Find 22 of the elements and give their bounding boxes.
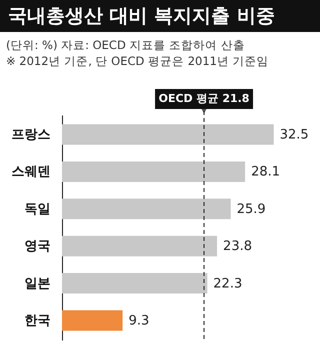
data-label: 9.3 bbox=[128, 313, 150, 328]
bar bbox=[62, 236, 218, 256]
data-label: 23.8 bbox=[223, 239, 252, 254]
y-tick-label: 일본 bbox=[24, 276, 50, 292]
chart-title: 국내총생산 대비 복지지출 비중 bbox=[0, 0, 320, 32]
data-label: 28.1 bbox=[251, 164, 280, 180]
ref-line-label: OECD 평균 21.8 bbox=[158, 92, 250, 105]
y-tick-label: 프랑스 bbox=[12, 128, 50, 143]
y-tick-label: 한국 bbox=[24, 313, 50, 328]
bar bbox=[62, 198, 231, 220]
data-label: 22.3 bbox=[213, 276, 242, 292]
y-tick-label: 스웨덴 bbox=[12, 164, 50, 180]
chart-subtitle: (단위: %) 자료: OECD 지표를 조합하여 산출 bbox=[5, 37, 246, 53]
data-label: 32.5 bbox=[280, 128, 309, 143]
data-label: 25.9 bbox=[236, 202, 266, 217]
y-tick-label: 독일 bbox=[24, 202, 50, 217]
bar bbox=[62, 273, 208, 294]
bar bbox=[62, 161, 246, 182]
text: ※ 2012년 기준, 단 OECD 평균은 2011년 기준임 bbox=[5, 53, 270, 69]
y-tick-label: 영국 bbox=[24, 239, 50, 254]
bar bbox=[62, 124, 274, 145]
bar bbox=[62, 310, 123, 331]
